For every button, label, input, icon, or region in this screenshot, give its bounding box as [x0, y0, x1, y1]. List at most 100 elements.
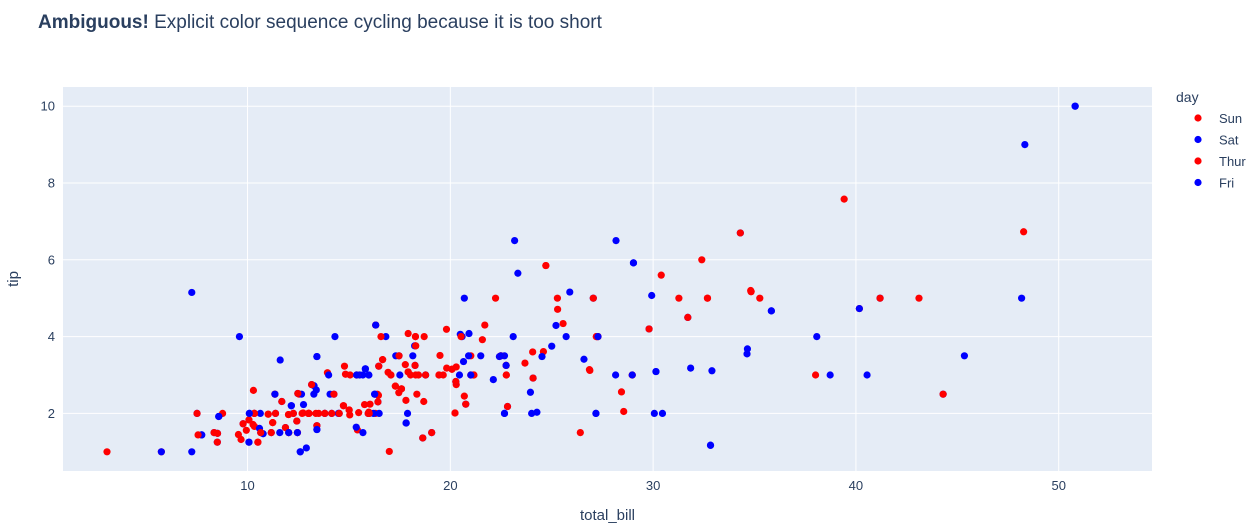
data-point: [293, 429, 302, 437]
data-point: [481, 321, 489, 329]
data-point: [489, 376, 497, 384]
data-point: [526, 388, 535, 396]
data-point: [313, 425, 321, 434]
data-point: [353, 371, 361, 379]
data-point: [502, 361, 510, 369]
data-point: [658, 409, 667, 417]
data-point: [374, 398, 382, 406]
data-point: [387, 371, 395, 379]
data-point: [1021, 141, 1029, 149]
legend-item[interactable]: Sat: [1194, 133, 1239, 148]
data-point: [585, 366, 594, 374]
data-point: [339, 402, 348, 410]
legend-item[interactable]: Sun: [1194, 111, 1242, 126]
data-point: [267, 429, 275, 437]
data-point: [455, 371, 464, 379]
data-point: [452, 377, 460, 386]
legend-item[interactable]: Thur: [1194, 154, 1246, 169]
data-point: [684, 313, 692, 321]
x-tick-label: 40: [849, 478, 863, 493]
data-point: [477, 352, 485, 360]
data-point: [296, 448, 304, 456]
data-point: [747, 288, 755, 296]
legend-marker: [1194, 178, 1202, 187]
data-point: [502, 371, 510, 379]
data-point: [377, 333, 385, 341]
data-point: [293, 417, 301, 425]
data-point: [617, 388, 626, 396]
data-point: [402, 419, 410, 427]
data-point: [1018, 294, 1026, 302]
data-point: [589, 294, 597, 302]
data-point: [612, 371, 620, 379]
data-point: [521, 359, 529, 367]
data-point: [703, 294, 712, 302]
data-point: [826, 371, 834, 379]
data-point: [500, 409, 509, 417]
legend-marker: [1194, 114, 1202, 122]
legend-label: Sat: [1219, 133, 1239, 148]
data-point: [385, 447, 393, 456]
legend-marker: [1194, 135, 1202, 144]
data-point: [193, 409, 201, 417]
data-point: [840, 195, 848, 203]
data-point: [411, 333, 420, 341]
data-point: [592, 409, 600, 417]
data-point: [395, 352, 403, 360]
data-point: [402, 396, 410, 404]
legend[interactable]: day Sun Sat Thur Fri: [1176, 89, 1246, 191]
data-point: [628, 371, 636, 379]
data-point: [285, 429, 293, 437]
legend-label: Fri: [1219, 176, 1234, 191]
data-point: [346, 371, 354, 379]
y-tick-label: 8: [48, 176, 55, 191]
data-point: [361, 365, 369, 373]
data-point: [553, 294, 562, 302]
data-point: [1071, 102, 1079, 110]
data-point: [465, 329, 473, 338]
data-point: [299, 400, 308, 409]
x-tick-label: 50: [1051, 478, 1065, 493]
data-point: [188, 288, 196, 297]
data-point: [511, 237, 519, 245]
data-point: [478, 336, 486, 344]
data-point: [939, 390, 947, 398]
legend-item[interactable]: Fri: [1194, 176, 1234, 191]
data-point: [566, 288, 574, 296]
data-point: [254, 438, 262, 446]
data-point: [855, 304, 863, 313]
y-tick-label: 6: [48, 252, 55, 267]
data-point: [554, 305, 562, 313]
data-point: [249, 420, 257, 429]
legend-label: Thur: [1219, 154, 1246, 169]
data-point: [491, 294, 500, 302]
data-point: [542, 261, 550, 270]
data-point: [379, 356, 387, 364]
x-axis-title: total_bill: [580, 507, 635, 524]
data-point: [736, 229, 744, 237]
y-tick-label: 2: [48, 406, 55, 421]
data-point: [276, 356, 284, 364]
data-point: [876, 294, 884, 302]
data-point: [245, 409, 253, 417]
data-point: [194, 431, 202, 439]
data-point: [813, 333, 821, 341]
data-point: [1020, 228, 1028, 236]
data-point: [419, 434, 427, 442]
data-point: [213, 438, 221, 446]
data-point: [645, 325, 653, 333]
data-point: [355, 409, 363, 417]
data-point: [372, 321, 380, 329]
data-point: [404, 329, 412, 338]
data-point: [509, 333, 517, 341]
data-point: [514, 269, 522, 277]
data-point: [552, 321, 560, 330]
data-point: [188, 448, 196, 456]
y-tick-label: 4: [48, 329, 55, 344]
data-point: [706, 441, 715, 449]
data-point: [250, 409, 259, 417]
y-axis-title: tip: [5, 271, 22, 287]
data-point: [464, 352, 473, 360]
data-point: [245, 416, 253, 424]
data-point: [331, 333, 339, 341]
